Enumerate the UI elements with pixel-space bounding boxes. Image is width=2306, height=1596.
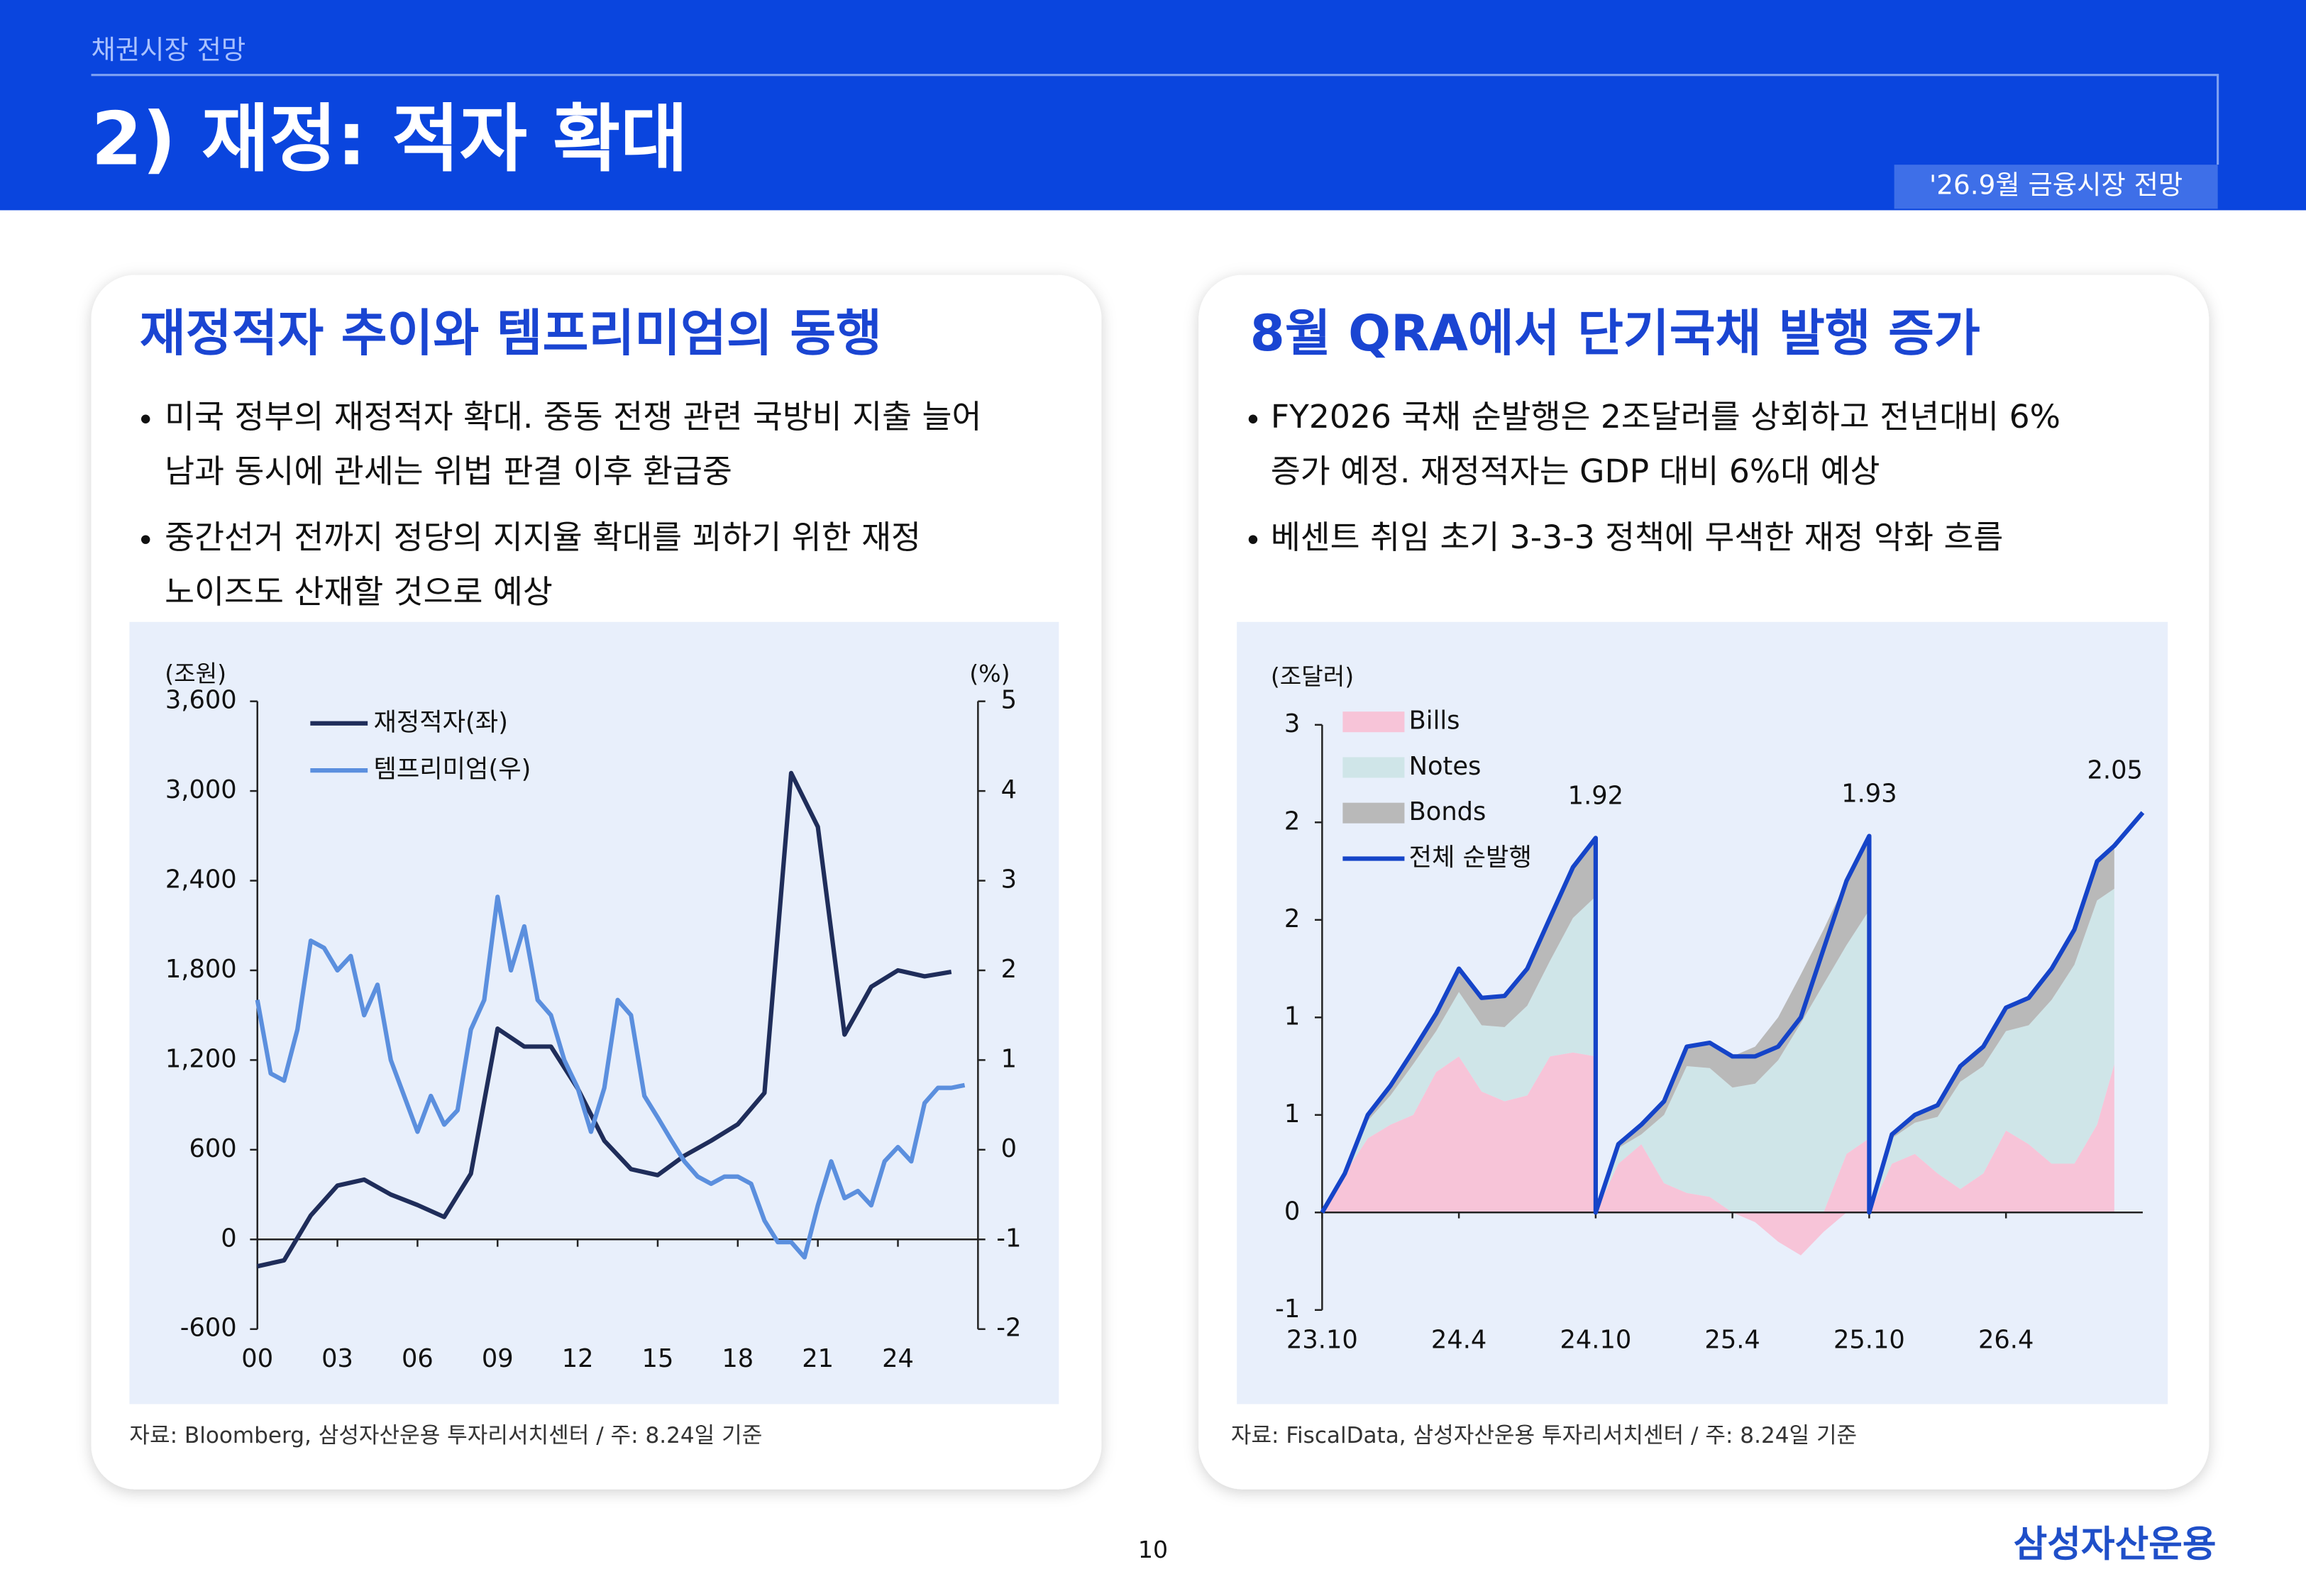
- x-tick-label: 15: [642, 1344, 674, 1373]
- bullet-text: 노이즈도 산재할 것으로 예상: [165, 573, 553, 611]
- x-tick-label: 18: [722, 1344, 754, 1373]
- x-tick-label: 09: [482, 1344, 514, 1373]
- y-tick-label: 3,000: [165, 775, 237, 804]
- y-axis-unit: (조원): [165, 660, 226, 687]
- bullet-dot: [140, 414, 150, 423]
- y2-tick-label: 3: [1001, 865, 1017, 894]
- y-tick-label: 1,200: [165, 1044, 237, 1073]
- panel-title: 재정적자 추이와 템프리미엄의 동행: [140, 304, 882, 362]
- x-tick-label: 26.4: [1978, 1325, 2034, 1354]
- y2-tick-label: 5: [1001, 686, 1017, 715]
- x-tick-label: 00: [241, 1344, 273, 1373]
- y2-tick-label: 4: [1001, 775, 1017, 804]
- area: [1322, 836, 2114, 1213]
- x-tick-label: 03: [321, 1344, 353, 1373]
- area: [1322, 888, 2114, 1213]
- y2-tick-label: 2: [1001, 955, 1017, 984]
- logo: 삼성자산운용: [2014, 1523, 2217, 1565]
- data-label: 1.92: [1568, 781, 1623, 810]
- legend-label: Bonds: [1409, 797, 1486, 826]
- y-tick-label: 2: [1284, 904, 1300, 933]
- bullet-text: 베센트 취임 초기 3-3-3 정책에 무색한 재정 악화 흐름: [1271, 519, 2003, 556]
- bullet-dot: [140, 535, 150, 544]
- x-tick-label: 25.10: [1833, 1325, 1905, 1354]
- bullet-text: 미국 정부의 재정적자 확대. 중동 전쟁 관련 국방비 지출 늘어: [165, 398, 981, 436]
- y-tick-label: 0: [221, 1224, 236, 1253]
- data-label: 2.05: [2087, 756, 2143, 785]
- chart-area: [129, 621, 1059, 1404]
- legend-label: 재정적자(좌): [373, 708, 508, 737]
- y-tick-label: 600: [189, 1134, 236, 1163]
- y-tick-label: -600: [180, 1314, 237, 1343]
- y-tick-label: 2,400: [165, 865, 237, 894]
- series-line: [1320, 811, 2145, 1215]
- bullet-dot: [1248, 535, 1258, 544]
- panel-title: 8월 QRA에서 단기국채 발행 증가: [1250, 304, 1980, 362]
- section-label: 채권시장 전망: [92, 34, 246, 65]
- x-tick-label: 12: [562, 1344, 594, 1373]
- header-frame: [91, 74, 2219, 165]
- x-tick-label: 21: [802, 1344, 834, 1373]
- series-line: [257, 770, 952, 1269]
- page-title: 2) 재정: 적자 확대: [92, 96, 688, 182]
- source-note: 자료: Bloomberg, 삼성자산운용 투자리서치센터 / 주: 8.24일…: [129, 1423, 762, 1448]
- legend-swatch: [1342, 802, 1405, 824]
- legend-label: 템프리미엄(우): [373, 755, 531, 784]
- page-number: 10: [1138, 1536, 1168, 1563]
- legend-swatch: [1342, 711, 1405, 733]
- y2-tick-label: -1: [996, 1224, 1021, 1253]
- y2-tick-label: 1: [1001, 1044, 1017, 1073]
- y2-tick-label: 0: [1001, 1134, 1017, 1163]
- y-tick-label: 1,800: [165, 955, 237, 984]
- y-tick-label: 3,600: [165, 686, 237, 715]
- y2-axis-unit: (%): [969, 660, 1010, 687]
- y-tick-label: 1: [1284, 1002, 1300, 1031]
- bullet-dot: [1248, 414, 1258, 423]
- tag-text: '26.9월 금융시장 전망: [1929, 170, 2183, 201]
- legend-label: 전체 순발행: [1409, 843, 1532, 872]
- y-tick-label: 2: [1284, 807, 1300, 836]
- y-tick-label: -1: [1275, 1295, 1300, 1324]
- legend-label: Bills: [1409, 706, 1460, 736]
- data-label: 1.93: [1841, 780, 1897, 809]
- source-note: 자료: FiscalData, 삼성자산운용 투자리서치센터 / 주: 8.24…: [1231, 1423, 1857, 1448]
- legend-swatch: [1342, 757, 1405, 778]
- x-tick-label: 24: [882, 1344, 914, 1373]
- bullet-text: 중간선거 전까지 정당의 지지율 확대를 꾀하기 위한 재정: [165, 519, 921, 556]
- y-tick-label: 0: [1284, 1197, 1300, 1226]
- bullet-text: 증가 예정. 재정적자는 GDP 대비 6%대 예상: [1271, 453, 1880, 490]
- x-tick-label: 24.10: [1560, 1325, 1631, 1354]
- y2-tick-label: -2: [996, 1314, 1021, 1343]
- x-tick-label: 23.10: [1286, 1325, 1358, 1354]
- bullet-text: 남과 동시에 관세는 위법 판결 이후 환급중: [165, 453, 732, 490]
- x-tick-label: 25.4: [1704, 1325, 1760, 1354]
- series-line: [255, 894, 966, 1260]
- tag-box: [1894, 165, 2218, 209]
- x-tick-label: 24.4: [1431, 1325, 1486, 1354]
- bullet-text: FY2026 국채 순발행은 2조달러를 상회하고 전년대비 6%: [1271, 398, 2060, 436]
- area: [1322, 1052, 2114, 1256]
- y-tick-label: 3: [1284, 709, 1300, 738]
- x-tick-label: 06: [402, 1344, 434, 1373]
- y-axis-unit: (조달러): [1271, 663, 1354, 690]
- legend-label: Notes: [1409, 752, 1482, 781]
- y-tick-label: 1: [1284, 1099, 1300, 1129]
